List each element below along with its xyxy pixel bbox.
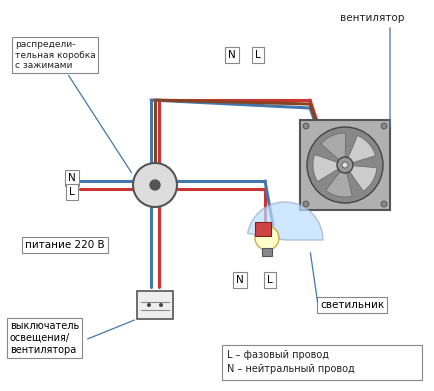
Wedge shape [321,133,345,165]
Text: N – нейтральный провод: N – нейтральный провод [227,364,355,374]
Circle shape [381,201,387,207]
Text: вентилятор: вентилятор [340,13,404,23]
Text: N: N [236,275,244,285]
FancyBboxPatch shape [262,248,272,256]
Text: N: N [68,173,76,183]
Text: L: L [267,275,273,285]
Circle shape [150,180,160,190]
Text: L: L [255,50,261,60]
Text: питание 220 В: питание 220 В [25,240,105,250]
Circle shape [255,226,279,250]
FancyBboxPatch shape [300,120,390,210]
Circle shape [303,201,309,207]
Circle shape [147,303,151,307]
Text: выключатель
освещения/
вентилятора: выключатель освещения/ вентилятора [10,321,79,355]
Wedge shape [345,136,375,165]
Wedge shape [326,165,352,197]
Text: L – фазовый провод: L – фазовый провод [227,350,329,360]
Circle shape [133,163,177,207]
FancyBboxPatch shape [222,345,422,380]
Circle shape [303,123,309,129]
Circle shape [307,127,383,203]
Text: N: N [228,50,236,60]
Circle shape [381,123,387,129]
Circle shape [159,303,163,307]
Wedge shape [313,154,345,181]
Text: светильник: светильник [320,300,384,310]
Circle shape [337,157,353,173]
Text: L: L [69,187,75,197]
Wedge shape [247,202,323,240]
FancyBboxPatch shape [255,222,271,236]
Wedge shape [345,165,377,191]
Text: распредели-
тельная коробка
с зажимами: распредели- тельная коробка с зажимами [15,40,132,173]
FancyBboxPatch shape [137,291,173,319]
Circle shape [342,162,348,168]
